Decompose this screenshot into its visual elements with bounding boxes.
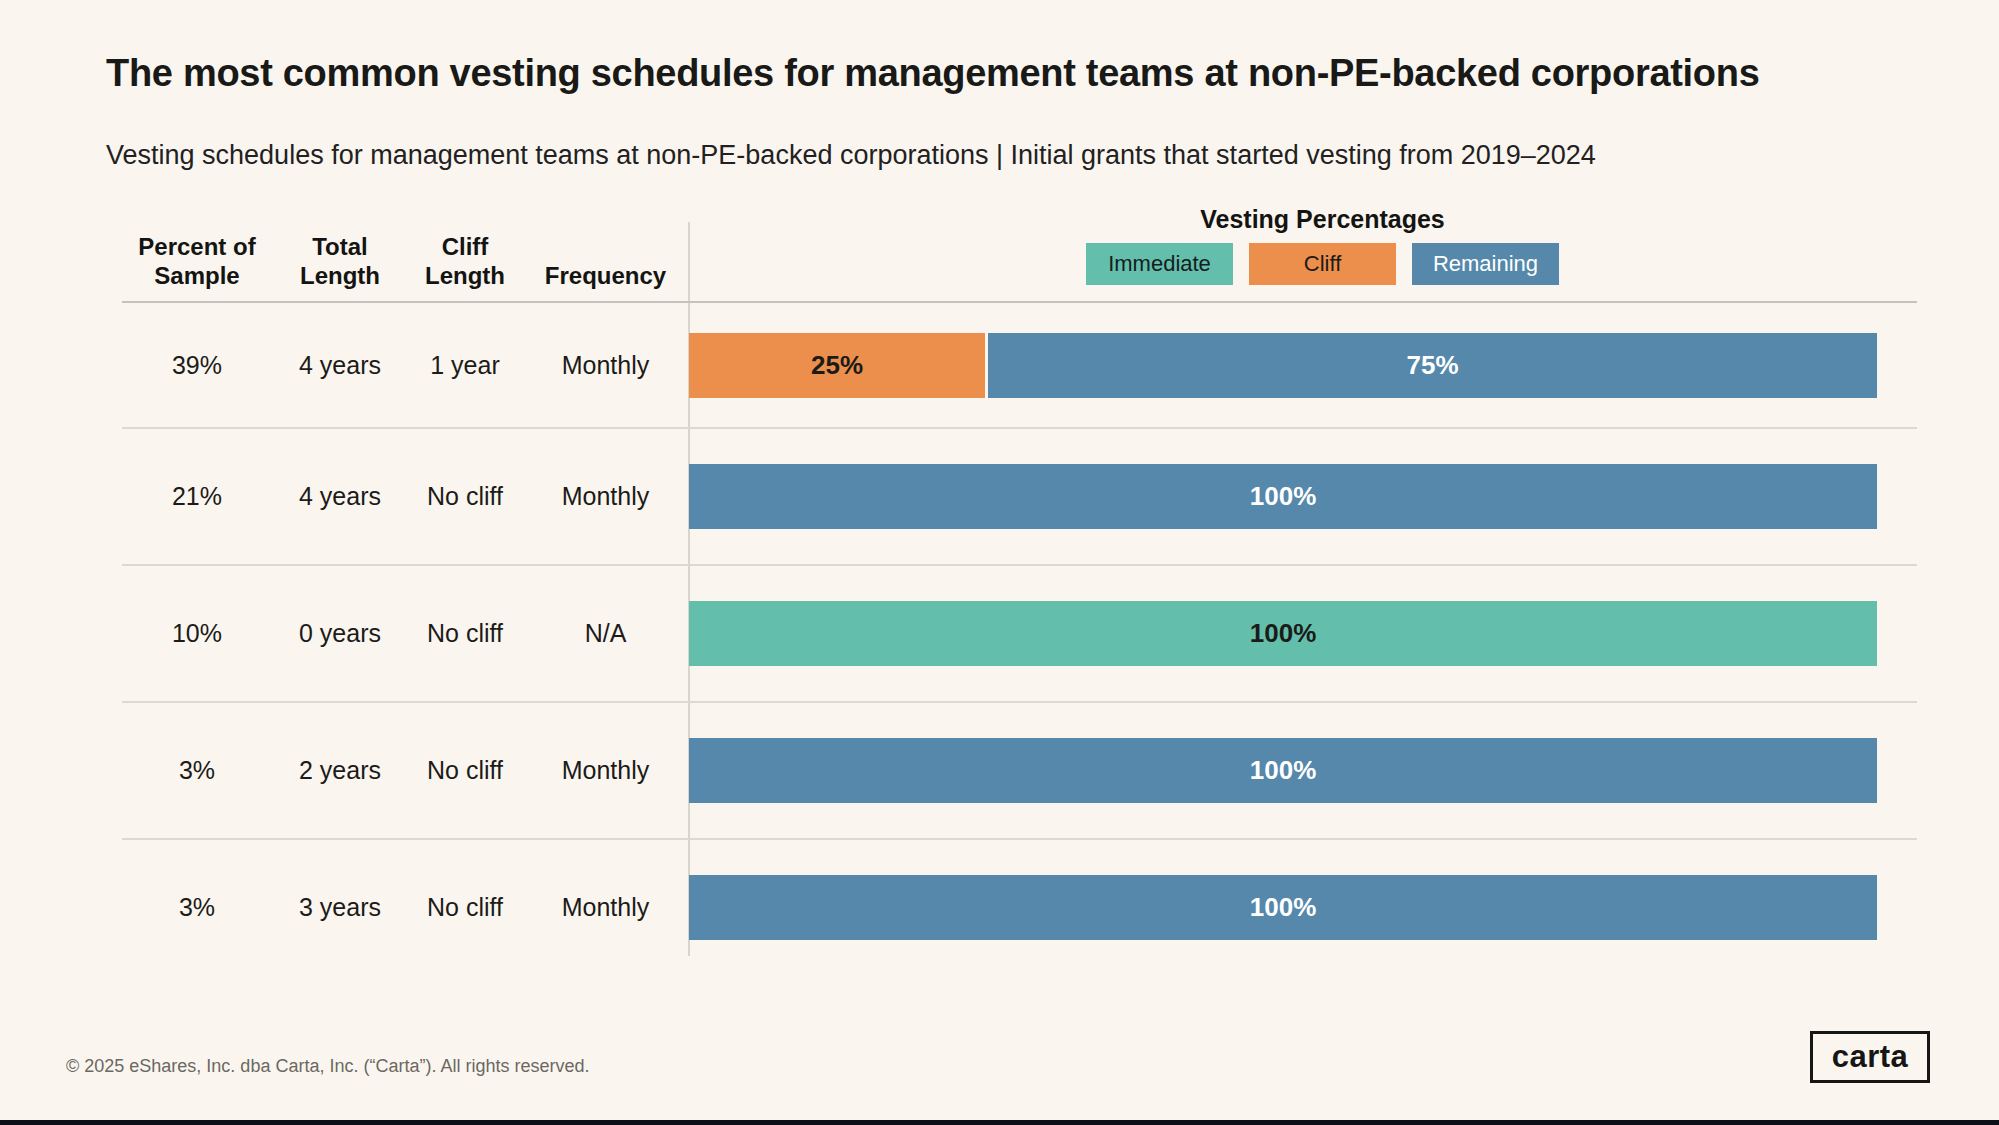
table-header-row: Percent of Sample Total Length Cliff Len…	[122, 222, 689, 296]
bar-segment-remaining: 100%	[689, 875, 1877, 940]
legend-chips: Immediate Cliff Remaining	[1086, 243, 1559, 285]
percent-of-sample-value: 39%	[122, 351, 272, 380]
total-length-value: 0 years	[272, 619, 408, 648]
total-length-value: 4 years	[272, 482, 408, 511]
infographic-canvas: The most common vesting schedules for ma…	[0, 0, 1999, 1125]
cliff-length-value: No cliff	[408, 893, 522, 922]
column-header-cliff-length: Cliff Length	[408, 233, 522, 296]
cliff-length-value: No cliff	[408, 482, 522, 511]
bar-segment-remaining: 100%	[689, 464, 1877, 529]
column-header-percent-of-sample: Percent of Sample	[122, 233, 272, 296]
page-subtitle: Vesting schedules for management teams a…	[106, 140, 1596, 171]
vesting-bar: 100%	[689, 464, 1877, 529]
vesting-bar: 100%	[689, 738, 1877, 803]
total-length-value: 3 years	[272, 893, 408, 922]
column-header-total-length: Total Length	[272, 233, 408, 296]
bar-segment-remaining: 100%	[689, 738, 1877, 803]
cliff-length-value: No cliff	[408, 756, 522, 785]
bar-segment-immediate: 100%	[689, 601, 1877, 666]
vesting-rows: 39%4 years1 yearMonthly25%75%21%4 yearsN…	[122, 301, 1917, 975]
legend-item-immediate: Immediate	[1086, 243, 1233, 285]
frequency-value: Monthly	[522, 893, 689, 922]
legend-item-remaining: Remaining	[1412, 243, 1559, 285]
cliff-length-value: No cliff	[408, 619, 522, 648]
vesting-bar: 100%	[689, 601, 1877, 666]
copyright-text: © 2025 eShares, Inc. dba Carta, Inc. (“C…	[66, 1056, 590, 1077]
legend-item-cliff: Cliff	[1249, 243, 1396, 285]
legend-title: Vesting Percentages	[1200, 205, 1445, 234]
vesting-bar: 100%	[689, 875, 1877, 940]
percent-of-sample-value: 10%	[122, 619, 272, 648]
carta-logo: carta	[1810, 1031, 1930, 1083]
table-row: 39%4 years1 yearMonthly25%75%	[122, 303, 1917, 429]
frequency-value: Monthly	[522, 482, 689, 511]
table-row: 10%0 yearsNo cliffN/A100%	[122, 566, 1917, 703]
percent-of-sample-value: 21%	[122, 482, 272, 511]
total-length-value: 4 years	[272, 351, 408, 380]
cliff-length-value: 1 year	[408, 351, 522, 380]
total-length-value: 2 years	[272, 756, 408, 785]
percent-of-sample-value: 3%	[122, 756, 272, 785]
frequency-value: Monthly	[522, 756, 689, 785]
table-row: 3%3 yearsNo cliffMonthly100%	[122, 840, 1917, 975]
column-header-frequency: Frequency	[522, 262, 689, 296]
vesting-bar: 25%75%	[689, 333, 1877, 398]
bottom-edge-strip	[0, 1120, 1999, 1125]
table-row: 3%2 yearsNo cliffMonthly100%	[122, 703, 1917, 840]
page-title: The most common vesting schedules for ma…	[106, 52, 1760, 95]
percent-of-sample-value: 3%	[122, 893, 272, 922]
chart-legend: Vesting Percentages Immediate Cliff Rema…	[1086, 205, 1559, 285]
frequency-value: N/A	[522, 619, 689, 648]
table-row: 21%4 yearsNo cliffMonthly100%	[122, 429, 1917, 566]
bar-segment-cliff: 25%	[689, 333, 985, 398]
frequency-value: Monthly	[522, 351, 689, 380]
bar-segment-remaining: 75%	[988, 333, 1877, 398]
